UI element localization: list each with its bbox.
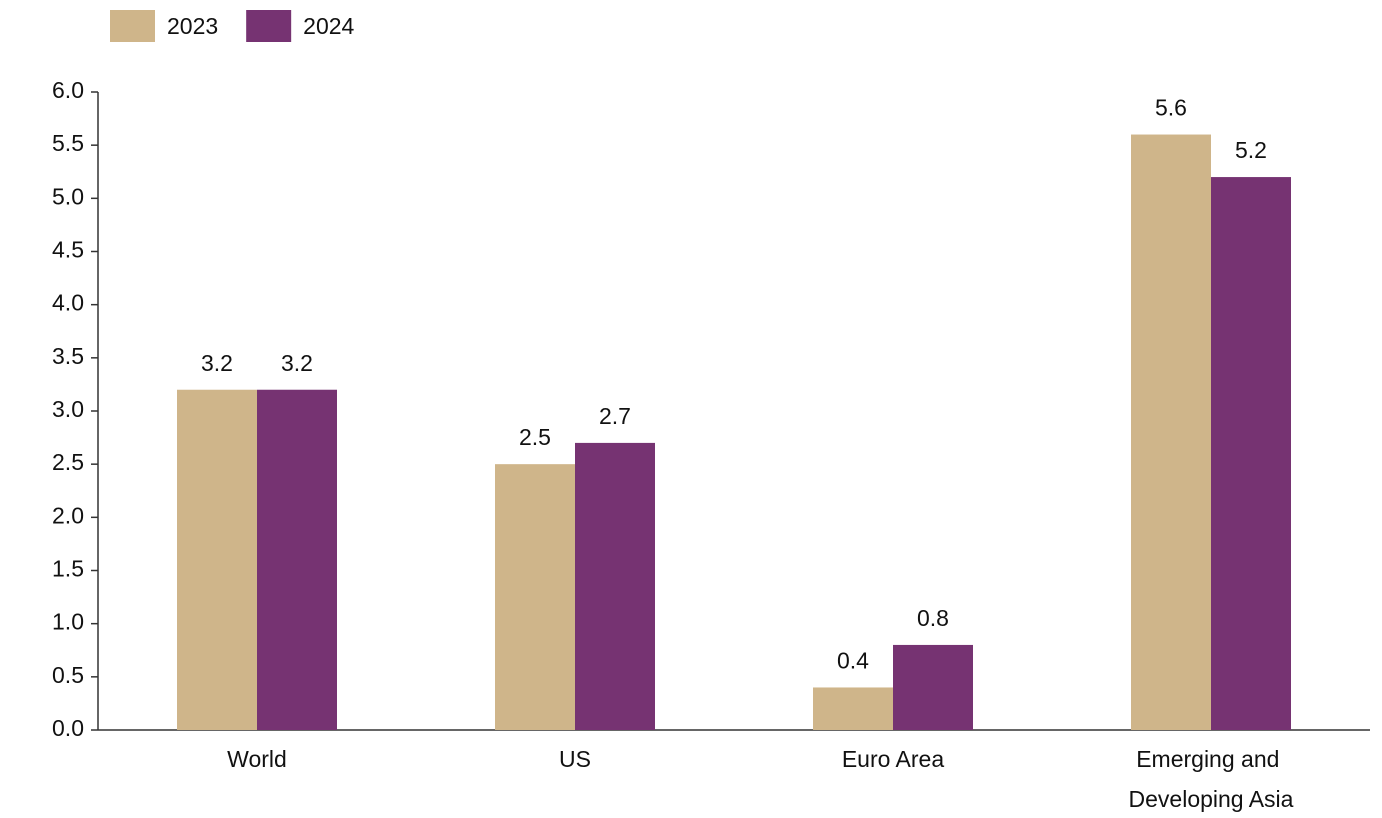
y-tick-label: 2.0 bbox=[52, 502, 84, 528]
y-tick-label: 4.0 bbox=[52, 290, 84, 316]
bar bbox=[575, 442, 655, 730]
legend-swatch bbox=[246, 10, 292, 42]
data-label: 5.2 bbox=[1235, 137, 1267, 163]
y-tick-label: 0.0 bbox=[52, 715, 84, 741]
x-tick-label: US bbox=[559, 746, 591, 772]
data-label: 0.4 bbox=[837, 648, 869, 674]
bar bbox=[177, 389, 257, 730]
y-tick-label: 6.0 bbox=[52, 77, 84, 103]
data-label: 3.2 bbox=[281, 350, 313, 376]
y-tick-label: 2.5 bbox=[52, 449, 84, 475]
legend-swatch bbox=[110, 10, 155, 42]
data-label: 3.2 bbox=[201, 350, 233, 376]
bar bbox=[1131, 134, 1211, 731]
x-tick-label: Euro Area bbox=[842, 746, 944, 772]
y-tick-label: 3.0 bbox=[52, 396, 84, 422]
data-label: 5.6 bbox=[1155, 95, 1187, 121]
bar bbox=[813, 687, 893, 730]
y-tick-label: 1.0 bbox=[52, 609, 84, 635]
bar bbox=[893, 644, 973, 730]
y-tick-label: 4.5 bbox=[52, 237, 84, 263]
data-label: 2.7 bbox=[599, 403, 631, 429]
y-tick-label: 0.5 bbox=[52, 662, 84, 688]
data-label: 0.8 bbox=[917, 605, 949, 631]
bar bbox=[1211, 177, 1291, 731]
legend-label: 2024 bbox=[303, 13, 354, 39]
data-label: 2.5 bbox=[519, 424, 551, 450]
y-tick-label: 5.0 bbox=[52, 183, 84, 209]
y-tick-label: 3.5 bbox=[52, 343, 84, 369]
bar bbox=[257, 389, 337, 730]
x-tick-label: Emerging and Developing Asia bbox=[1129, 746, 1294, 812]
y-tick-label: 1.5 bbox=[52, 556, 84, 582]
y-tick-label: 5.5 bbox=[52, 130, 84, 156]
x-tick-label: World bbox=[227, 746, 287, 772]
bar bbox=[495, 464, 575, 730]
legend-label: 2023 bbox=[167, 13, 218, 39]
